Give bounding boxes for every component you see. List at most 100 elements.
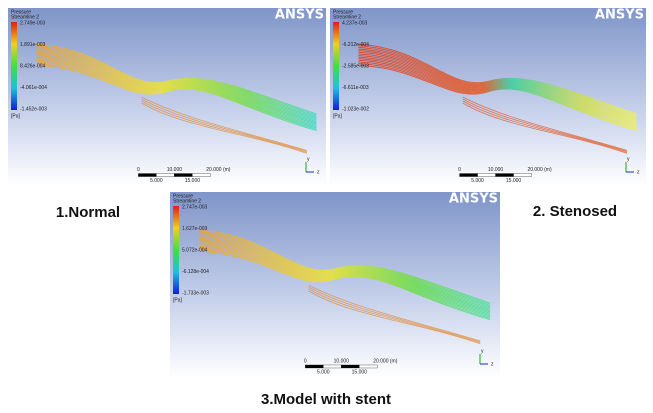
logo: ANSYS: [595, 8, 644, 23]
scale-segment: [495, 173, 514, 177]
legend-value: -1.452e-003: [20, 106, 47, 112]
streamline: [36, 56, 317, 125]
streamline: [308, 284, 481, 342]
legend-value: -6.212e-004: [342, 42, 369, 48]
axis-label: z: [317, 169, 320, 175]
legend-value: -2.585e-003: [342, 63, 369, 69]
legend-value: -6.128e-004: [182, 269, 209, 275]
legend-value: 5.072e-004: [182, 247, 208, 253]
streamline: [36, 51, 317, 121]
legend-value: 2.749e-003: [20, 20, 46, 26]
legend-value: -6.611e-003: [342, 85, 369, 91]
scale-label: 0: [137, 167, 140, 173]
streamline: [36, 64, 317, 132]
streamline: [36, 62, 317, 130]
logo: ANSYS: [449, 192, 498, 207]
streamline: [141, 96, 308, 151]
scale-segment: [323, 364, 342, 369]
scale-label: 0: [458, 167, 461, 173]
streamline: [358, 54, 637, 124]
legend-title: Streamline 2: [11, 14, 39, 20]
streamline: [358, 61, 637, 129]
legend-unit: [Pa]: [11, 113, 21, 119]
legend-value: 4.237e-003: [342, 20, 368, 26]
streamline: [199, 250, 491, 321]
streamline: [358, 56, 637, 125]
scale-segment: [513, 173, 532, 177]
streamline: [308, 286, 481, 343]
streamline: [141, 100, 308, 153]
axis-label: z: [491, 361, 494, 367]
scale-label: 5.000: [150, 178, 163, 184]
streamline: [199, 236, 491, 309]
streamline: [358, 46, 637, 117]
streamline: [36, 48, 317, 119]
legend-value: -4.061e-004: [20, 85, 47, 91]
legend-value: 1.627e-003: [182, 226, 208, 232]
legend-unit: [Pa]: [173, 297, 183, 303]
streamline: [36, 43, 317, 115]
legend-title: Pressure: [173, 193, 193, 199]
legend-unit: [Pa]: [333, 113, 343, 119]
streamline: [141, 98, 308, 152]
scale-label: 15.000: [352, 369, 368, 375]
legend-value: -1.733e-003: [182, 290, 209, 296]
streamline: [36, 45, 317, 116]
legend-value: 2.747e-003: [182, 204, 208, 210]
scale-segment: [341, 364, 360, 369]
streamline: [462, 102, 628, 154]
streamline: [36, 59, 317, 128]
logo: ANSYS: [275, 8, 324, 23]
scale-label: 20.000 (m): [527, 167, 552, 173]
scale-segment: [459, 173, 478, 177]
panel-background: [170, 192, 500, 378]
streamline: [199, 231, 491, 305]
streamline: [199, 245, 491, 317]
axis-label: y: [307, 156, 310, 162]
streamline: [308, 288, 481, 344]
colorbar: [11, 22, 17, 110]
scale-label: 5.000: [471, 178, 484, 184]
panel-background: [8, 8, 326, 186]
legend-title: Pressure: [333, 9, 353, 15]
streamline: [462, 96, 628, 151]
streamline: [199, 249, 491, 319]
streamline: [358, 62, 637, 130]
streamline: [358, 58, 637, 126]
streamline: [199, 237, 491, 310]
streamline: [462, 98, 628, 152]
scale-segment: [359, 364, 378, 369]
scale-segment: [477, 173, 496, 177]
scale-segment: [174, 173, 193, 177]
scale-label: 5.000: [317, 369, 330, 375]
streamline: [199, 229, 491, 304]
legend-value: 1.891e-003: [20, 42, 46, 48]
streamline: [36, 58, 317, 126]
streamline: [462, 100, 628, 153]
streamline: [36, 46, 317, 117]
streamline: [358, 45, 637, 116]
scale-label: 20.000 (m): [373, 358, 398, 364]
streamline: [358, 59, 637, 128]
streamline: [36, 61, 317, 129]
streamline: [199, 239, 491, 312]
streamline: [199, 233, 491, 307]
panel-background: [330, 8, 646, 186]
scale-label: 15.000: [506, 178, 522, 184]
streamline: [358, 43, 637, 115]
scale-label: 10.000: [334, 358, 350, 364]
scale-segment: [192, 173, 211, 177]
streamline: [358, 53, 637, 123]
scale-segment: [305, 364, 324, 369]
streamline: [358, 48, 637, 119]
axis-label: y: [627, 156, 630, 162]
streamline: [199, 244, 491, 316]
streamline: [358, 50, 637, 120]
scale-label: 0: [304, 358, 307, 364]
streamline: [308, 290, 481, 345]
legend-title: Streamline 2: [333, 14, 361, 20]
scale-label: 10.000: [167, 167, 183, 173]
